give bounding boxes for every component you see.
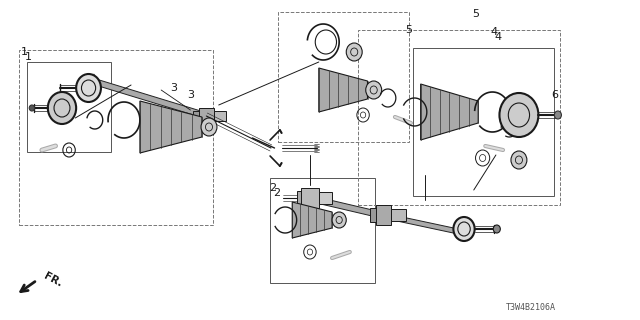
Circle shape	[201, 118, 217, 136]
Circle shape	[346, 43, 362, 61]
Circle shape	[48, 92, 76, 124]
Text: 6: 6	[551, 90, 558, 100]
Polygon shape	[193, 111, 211, 121]
Polygon shape	[199, 108, 214, 124]
Circle shape	[76, 74, 101, 102]
Polygon shape	[420, 84, 478, 140]
Circle shape	[29, 105, 35, 111]
Circle shape	[511, 151, 527, 169]
Bar	[413, 48, 554, 196]
Polygon shape	[301, 188, 319, 208]
Circle shape	[499, 93, 538, 137]
Text: 3: 3	[170, 83, 177, 93]
Polygon shape	[297, 191, 312, 205]
Polygon shape	[319, 192, 332, 204]
Text: 4: 4	[494, 32, 501, 42]
Polygon shape	[308, 195, 381, 218]
Text: 3: 3	[187, 90, 194, 100]
Polygon shape	[370, 208, 385, 222]
Text: 1: 1	[25, 52, 32, 62]
Polygon shape	[376, 205, 392, 225]
Polygon shape	[140, 101, 202, 153]
Text: 1: 1	[21, 47, 28, 57]
Bar	[358, 30, 559, 205]
Polygon shape	[380, 212, 461, 235]
Circle shape	[554, 111, 561, 119]
Text: 4: 4	[491, 27, 498, 37]
Circle shape	[453, 217, 475, 241]
Bar	[270, 178, 374, 283]
Polygon shape	[214, 111, 226, 121]
Polygon shape	[292, 202, 332, 238]
Bar	[19, 50, 212, 225]
Text: T3W4B2106A: T3W4B2106A	[506, 303, 556, 312]
Circle shape	[332, 212, 346, 228]
Circle shape	[493, 225, 500, 233]
Bar	[27, 62, 111, 152]
Circle shape	[365, 81, 381, 99]
Polygon shape	[95, 79, 204, 118]
Text: FR.: FR.	[42, 271, 64, 289]
Polygon shape	[392, 209, 406, 221]
Text: 5: 5	[472, 9, 479, 19]
Text: 2: 2	[273, 188, 280, 198]
Text: 2: 2	[269, 183, 276, 193]
Bar	[278, 12, 409, 142]
Text: 5: 5	[406, 25, 413, 35]
Polygon shape	[319, 68, 367, 112]
